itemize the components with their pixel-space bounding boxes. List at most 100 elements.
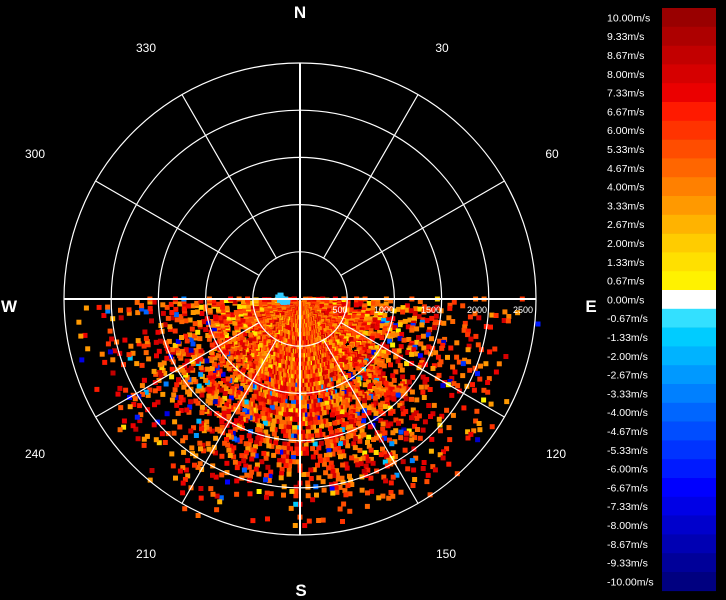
velocity-gate (446, 425, 452, 431)
velocity-gate (420, 466, 426, 471)
velocity-gate (447, 437, 453, 443)
velocity-gate (340, 462, 346, 468)
velocity-gate (306, 518, 312, 524)
velocity-gate (174, 317, 180, 323)
velocity-gate (425, 472, 431, 478)
velocity-gate (400, 305, 406, 311)
velocity-gate (238, 415, 244, 421)
velocity-gate (134, 361, 140, 367)
velocity-gate (181, 306, 187, 312)
velocity-gate (385, 350, 391, 355)
velocity-gate (326, 465, 332, 471)
velocity-gate (118, 405, 124, 411)
velocity-gate (321, 370, 327, 376)
velocity-gate (367, 384, 372, 390)
velocity-gate (280, 454, 286, 460)
velocity-gate (383, 392, 389, 398)
velocity-gate (234, 478, 240, 484)
velocity-gate (211, 298, 217, 304)
bearing-label-30: 30 (435, 41, 449, 55)
velocity-gate (195, 329, 201, 335)
velocity-gate (300, 433, 306, 439)
velocity-gate (380, 426, 386, 432)
colorbar-label: 4.00m/s (607, 182, 644, 194)
velocity-gate (365, 325, 371, 330)
velocity-gate (280, 428, 286, 434)
velocity-gate (382, 430, 388, 436)
velocity-gate (343, 492, 349, 498)
velocity-gate (454, 471, 460, 477)
velocity-gate (325, 382, 331, 388)
velocity-gate (291, 429, 297, 435)
velocity-gate (375, 370, 381, 376)
velocity-gate (408, 308, 414, 314)
velocity-gate (82, 332, 88, 338)
velocity-gate (245, 303, 251, 309)
velocity-gate (364, 503, 370, 509)
velocity-gate (461, 405, 467, 411)
velocity-gate (336, 348, 342, 354)
velocity-gate (336, 378, 342, 384)
velocity-gate (515, 310, 521, 316)
velocity-gate (101, 313, 107, 318)
velocity-gate (294, 429, 300, 435)
velocity-gate (196, 418, 202, 424)
velocity-gate (283, 463, 289, 468)
velocity-gate (323, 396, 329, 402)
velocity-gate (246, 433, 252, 439)
velocity-gate (282, 411, 288, 417)
velocity-gate (246, 442, 252, 448)
velocity-gate (277, 367, 283, 373)
velocity-gate (242, 454, 248, 460)
velocity-gate (225, 336, 231, 342)
velocity-gate (361, 418, 367, 424)
velocity-gate (211, 326, 217, 332)
velocity-gate (488, 401, 494, 407)
velocity-gate (249, 300, 255, 306)
velocity-gate (151, 299, 157, 305)
velocity-gate (159, 431, 165, 437)
velocity-gate (160, 310, 166, 316)
velocity-gate (145, 342, 151, 348)
velocity-gate (228, 434, 234, 440)
velocity-gate (208, 486, 214, 492)
velocity-gate (270, 422, 276, 428)
velocity-gate (351, 441, 357, 447)
velocity-gate (240, 317, 246, 323)
velocity-gate (409, 389, 415, 395)
velocity-gate (118, 307, 123, 313)
velocity-gate (358, 433, 364, 439)
colorbar-swatch (662, 365, 716, 385)
velocity-gate (266, 478, 272, 483)
velocity-gate (341, 453, 347, 459)
velocity-gate (439, 345, 445, 351)
velocity-gate (397, 322, 403, 328)
velocity-gate (217, 499, 223, 505)
velocity-gate (337, 358, 342, 364)
colorbar-label: 8.67m/s (607, 50, 644, 62)
velocity-gate (255, 376, 261, 382)
velocity-gate (250, 518, 256, 524)
velocity-gate (394, 472, 400, 478)
velocity-gate (340, 356, 346, 362)
velocity-gate (328, 430, 334, 436)
velocity-gate (185, 473, 191, 479)
velocity-gate (246, 464, 252, 470)
velocity-gate (96, 304, 102, 310)
colorbar-label: 0.67m/s (607, 276, 644, 288)
velocity-gate (431, 363, 437, 369)
velocity-gate (221, 405, 227, 411)
velocity-gate (188, 347, 194, 353)
velocity-gate (226, 365, 232, 371)
velocity-gate (329, 412, 335, 418)
velocity-gate (422, 379, 428, 385)
velocity-gate (418, 341, 424, 347)
velocity-gate (294, 442, 300, 448)
velocity-gate (304, 471, 310, 477)
velocity-gate (175, 338, 181, 344)
velocity-gate (131, 402, 137, 407)
velocity-gate (237, 438, 243, 444)
velocity-gate (204, 424, 210, 430)
colorbar-swatch (662, 402, 716, 422)
velocity-gate (486, 376, 492, 382)
